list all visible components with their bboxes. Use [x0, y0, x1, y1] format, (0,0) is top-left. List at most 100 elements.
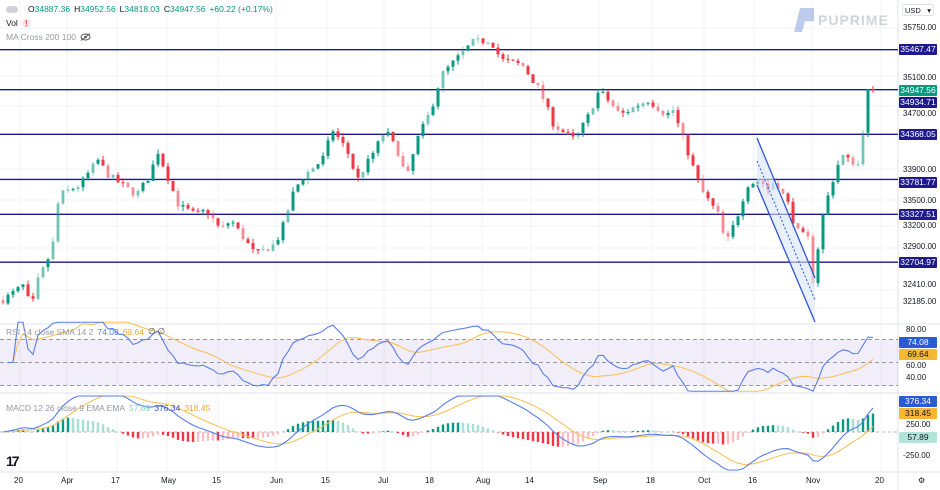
- high-value: 34952.56: [80, 4, 116, 14]
- candle: [91, 163, 95, 173]
- candle: [596, 92, 600, 109]
- candle: [641, 103, 645, 107]
- macd-histogram-bar: [206, 432, 210, 441]
- rsi-sma-tag: 69.64: [899, 349, 937, 360]
- candle: [526, 66, 530, 75]
- tradingview-logo[interactable]: 17: [6, 453, 20, 469]
- candle: [791, 201, 795, 224]
- time-tick-label: Jul: [378, 476, 389, 485]
- currency-select[interactable]: USD ▾: [902, 4, 934, 16]
- candle: [836, 165, 840, 183]
- price-tick-label: 35750.00: [903, 23, 937, 32]
- candle: [76, 187, 80, 190]
- macd-histogram-bar: [651, 430, 655, 432]
- collapse-legend-button[interactable]: [6, 5, 18, 13]
- candle: [516, 60, 520, 63]
- macd-histogram-bar: [176, 432, 180, 440]
- candle: [681, 123, 685, 136]
- candle: [611, 100, 615, 107]
- candle: [631, 107, 635, 112]
- candle: [231, 222, 235, 224]
- macd-histogram-bar: [646, 430, 650, 432]
- candle: [146, 180, 150, 183]
- macd-histogram-bar: [696, 432, 700, 441]
- candle: [386, 131, 390, 136]
- candle: [281, 222, 285, 241]
- high-label: H: [74, 4, 81, 14]
- macd-histogram-bar: [791, 429, 795, 432]
- candle: [451, 60, 455, 67]
- price-tick-label: 32900.00: [903, 242, 937, 252]
- macd-histogram-bar: [446, 423, 450, 432]
- time-tick-label: 20: [14, 476, 23, 485]
- macd-histogram-bar: [706, 432, 710, 444]
- macd-histogram-bar: [126, 432, 130, 436]
- warning-icon[interactable]: !: [21, 18, 31, 28]
- macd-histogram-bar: [346, 425, 350, 432]
- candle: [656, 106, 660, 111]
- macd-histogram-bar: [161, 432, 165, 435]
- macd-histogram-bar: [861, 418, 865, 432]
- candle: [176, 190, 180, 207]
- macd-histogram-bar: [586, 432, 590, 439]
- candle: [96, 159, 100, 164]
- price-tick-label: 35100.00: [903, 73, 937, 82]
- candle: [246, 239, 250, 244]
- candle: [66, 189, 70, 191]
- candle: [316, 164, 320, 169]
- candle: [266, 249, 270, 251]
- candle: [806, 231, 810, 237]
- candle: [506, 59, 510, 61]
- candle: [511, 59, 515, 61]
- macd-histogram-bar: [66, 417, 70, 432]
- macd-histogram-bar: [131, 432, 135, 438]
- candle: [206, 210, 210, 215]
- candle: [846, 155, 850, 158]
- macd-histogram-bar: [36, 429, 40, 432]
- macd-histogram-bar: [471, 423, 475, 432]
- candle: [721, 211, 725, 233]
- open-value: 34887.36: [34, 4, 71, 14]
- candle: [251, 243, 255, 250]
- macd-histogram-bar: [81, 419, 85, 432]
- settings-gear-icon[interactable]: ⚙: [918, 476, 926, 485]
- candle: [166, 166, 170, 181]
- candle: [401, 155, 405, 167]
- macd-histogram-bar: [511, 432, 515, 438]
- candle: [461, 50, 465, 56]
- candle: [31, 296, 35, 299]
- rsi-line: [8, 321, 874, 392]
- candle: [576, 133, 580, 137]
- macd-histogram-bar: [306, 421, 310, 432]
- macd-tick-label: -250.00: [903, 451, 931, 460]
- candle: [361, 172, 365, 178]
- macd-histogram-bar: [76, 418, 80, 432]
- candle: [731, 225, 735, 237]
- macd-histogram-bar: [136, 432, 140, 439]
- time-tick-label: Sep: [593, 476, 608, 485]
- candle: [81, 178, 85, 188]
- macd-histogram-bar: [576, 432, 580, 444]
- channel-mid-line: [756, 160, 816, 301]
- macd-histogram-bar: [746, 432, 750, 433]
- macd-histogram-bar: [621, 431, 625, 432]
- candle: [216, 218, 220, 226]
- macd-histogram-bar: [56, 421, 60, 432]
- chevron-down-icon: ▾: [927, 6, 931, 15]
- macd-histogram-bar: [851, 418, 855, 432]
- candle: [236, 222, 240, 229]
- candle: [291, 191, 295, 211]
- macd-histogram-bar: [111, 429, 115, 432]
- candle: [1, 300, 5, 304]
- candle: [536, 82, 540, 85]
- macd-histogram-bar: [591, 432, 595, 437]
- macd-histogram-bar: [196, 432, 200, 442]
- candle: [466, 45, 470, 51]
- candle: [491, 42, 495, 48]
- macd-histogram-bar: [261, 432, 265, 438]
- eye-off-icon[interactable]: [80, 33, 91, 41]
- candle: [276, 240, 280, 245]
- candle: [701, 179, 705, 193]
- macd-histogram-bar: [216, 432, 220, 441]
